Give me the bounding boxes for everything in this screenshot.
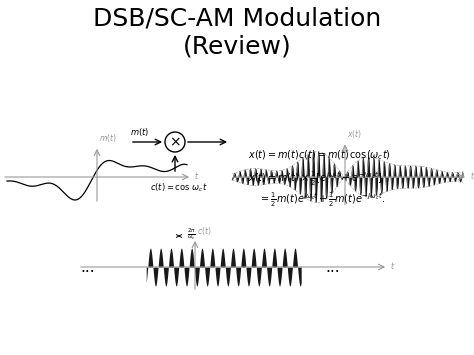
Text: $\frac{2\pi}{\omega_c}$: $\frac{2\pi}{\omega_c}$: [187, 226, 196, 242]
Text: $\times$: $\times$: [169, 135, 181, 149]
Text: ...: ...: [325, 260, 339, 274]
Text: $x(t) = m(t)c(t) = m(t)\,\cos(\omega_c t)$: $x(t) = m(t)c(t) = m(t)\,\cos(\omega_c t…: [248, 148, 391, 162]
Text: $x(t)$: $x(t)$: [347, 129, 362, 141]
Text: $c(t) = \cos\,\omega_c t$: $c(t) = \cos\,\omega_c t$: [150, 182, 208, 195]
Text: $t$: $t$: [390, 260, 395, 271]
Text: DSB/SC-AM Modulation
(Review): DSB/SC-AM Modulation (Review): [93, 7, 381, 59]
Text: $x(t) = m(t) \times \frac{1}{2}[e^{j\omega_c t} + e^{-j\omega_c t}]$: $x(t) = m(t) \times \frac{1}{2}[e^{j\ome…: [248, 170, 382, 188]
Text: $m(t)$: $m(t)$: [130, 126, 149, 138]
Text: $\;\;\;\; = \frac{1}{2}m(t)e^{j\omega_c t} + \frac{1}{2}m(t)e^{-j\omega_c t}.$: $\;\;\;\; = \frac{1}{2}m(t)e^{j\omega_c …: [248, 191, 385, 209]
Text: $m(t)$: $m(t)$: [99, 132, 117, 144]
Text: ...: ...: [81, 260, 95, 274]
Text: $t$: $t$: [194, 170, 199, 181]
Text: $t$: $t$: [470, 170, 474, 181]
Text: $c(t)$: $c(t)$: [197, 225, 211, 237]
